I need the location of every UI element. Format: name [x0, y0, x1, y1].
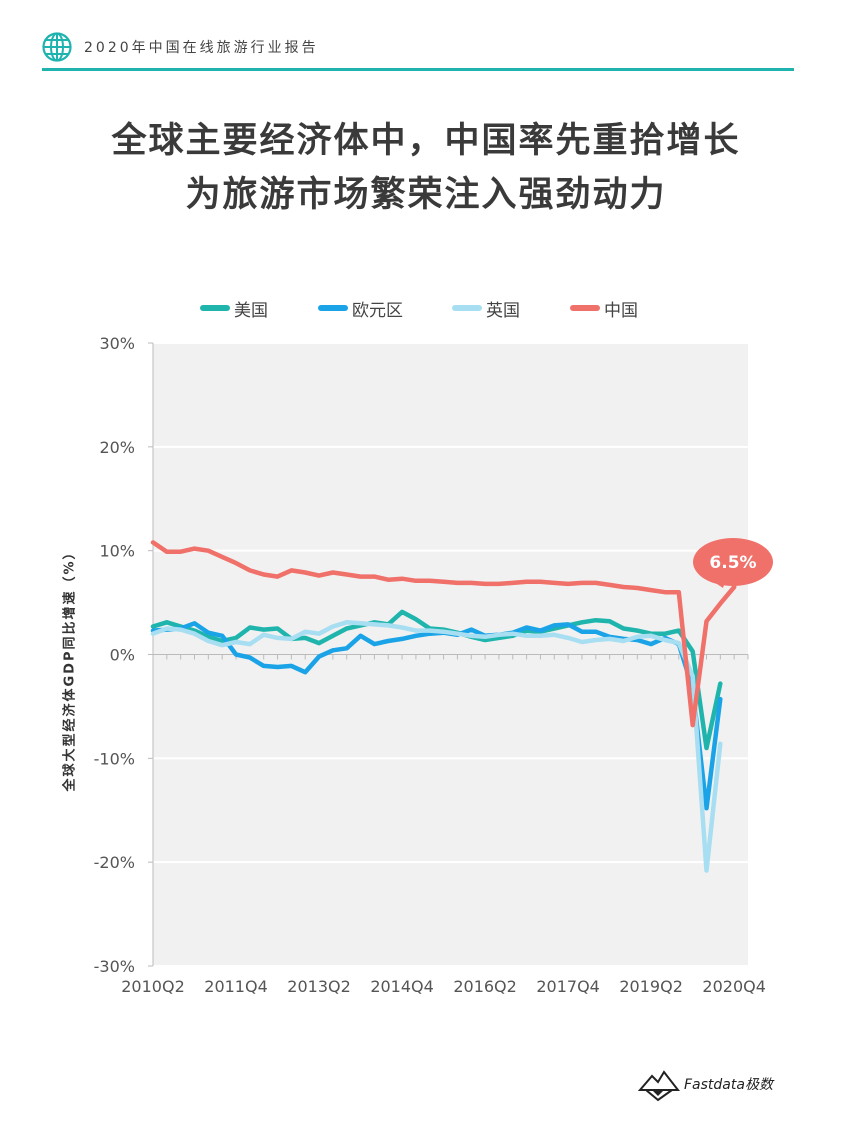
legend-label: 中国	[604, 300, 638, 321]
y-tick-label: -30%	[94, 957, 135, 976]
legend-item: 欧元区	[318, 294, 403, 322]
legend-swatch	[318, 305, 348, 311]
fastdata-logo: Fastdata极数	[638, 1066, 798, 1106]
y-axis-label: 全球大型经济体GDP同比增速（%）	[62, 544, 78, 792]
legend-label: 美国	[234, 300, 268, 321]
chart-legend: 美国 欧元区 英国 中国	[0, 294, 852, 322]
x-tick-label: 2020Q4	[702, 977, 766, 996]
report-title: 2020年中国在线旅游行业报告	[84, 40, 319, 56]
x-tick-label: 2011Q4	[204, 977, 268, 996]
y-tick-label: -20%	[94, 853, 135, 872]
brand-name: Fastdata极数	[684, 1077, 773, 1093]
page-title: 全球主要经济体中，中国率先重拾增长 为旅游市场繁荣注入强劲动力	[0, 114, 852, 222]
annotation-bubble	[693, 538, 773, 586]
y-tick-label: -10%	[94, 749, 135, 768]
series-line-中国	[150, 540, 737, 728]
x-tick-label: 2013Q2	[287, 977, 351, 996]
x-tick-label: 2016Q2	[453, 977, 517, 996]
legend-swatch	[452, 305, 482, 311]
globe-icon	[42, 32, 72, 62]
header-divider	[42, 68, 794, 71]
legend-label: 英国	[486, 300, 520, 321]
x-tick-label: 2010Q2	[121, 977, 185, 996]
y-tick-label: 30%	[99, 334, 135, 353]
legend-label: 欧元区	[352, 300, 403, 321]
x-tick-label: 2014Q4	[370, 977, 434, 996]
legend-item: 英国	[452, 294, 520, 322]
legend-swatch	[570, 305, 600, 311]
page-title-line-1: 全球主要经济体中，中国率先重拾增长	[111, 121, 741, 161]
x-tick-label: 2019Q2	[619, 977, 683, 996]
report-header: 2020年中国在线旅游行业报告	[42, 30, 794, 72]
series-line-英国	[150, 620, 723, 873]
legend-item: 美国	[200, 294, 268, 322]
annotation-label: 6.5%	[709, 553, 756, 573]
legend-swatch	[200, 305, 230, 311]
y-tick-label: 20%	[99, 438, 135, 457]
x-tick-label: 2017Q4	[536, 977, 600, 996]
y-tick-label: 10%	[99, 542, 135, 561]
page-title-line-2: 为旅游市场繁荣注入强劲动力	[185, 175, 667, 215]
y-tick-label: 0%	[110, 646, 135, 665]
mountain-logo-icon	[638, 1070, 680, 1102]
legend-item: 中国	[570, 294, 638, 322]
